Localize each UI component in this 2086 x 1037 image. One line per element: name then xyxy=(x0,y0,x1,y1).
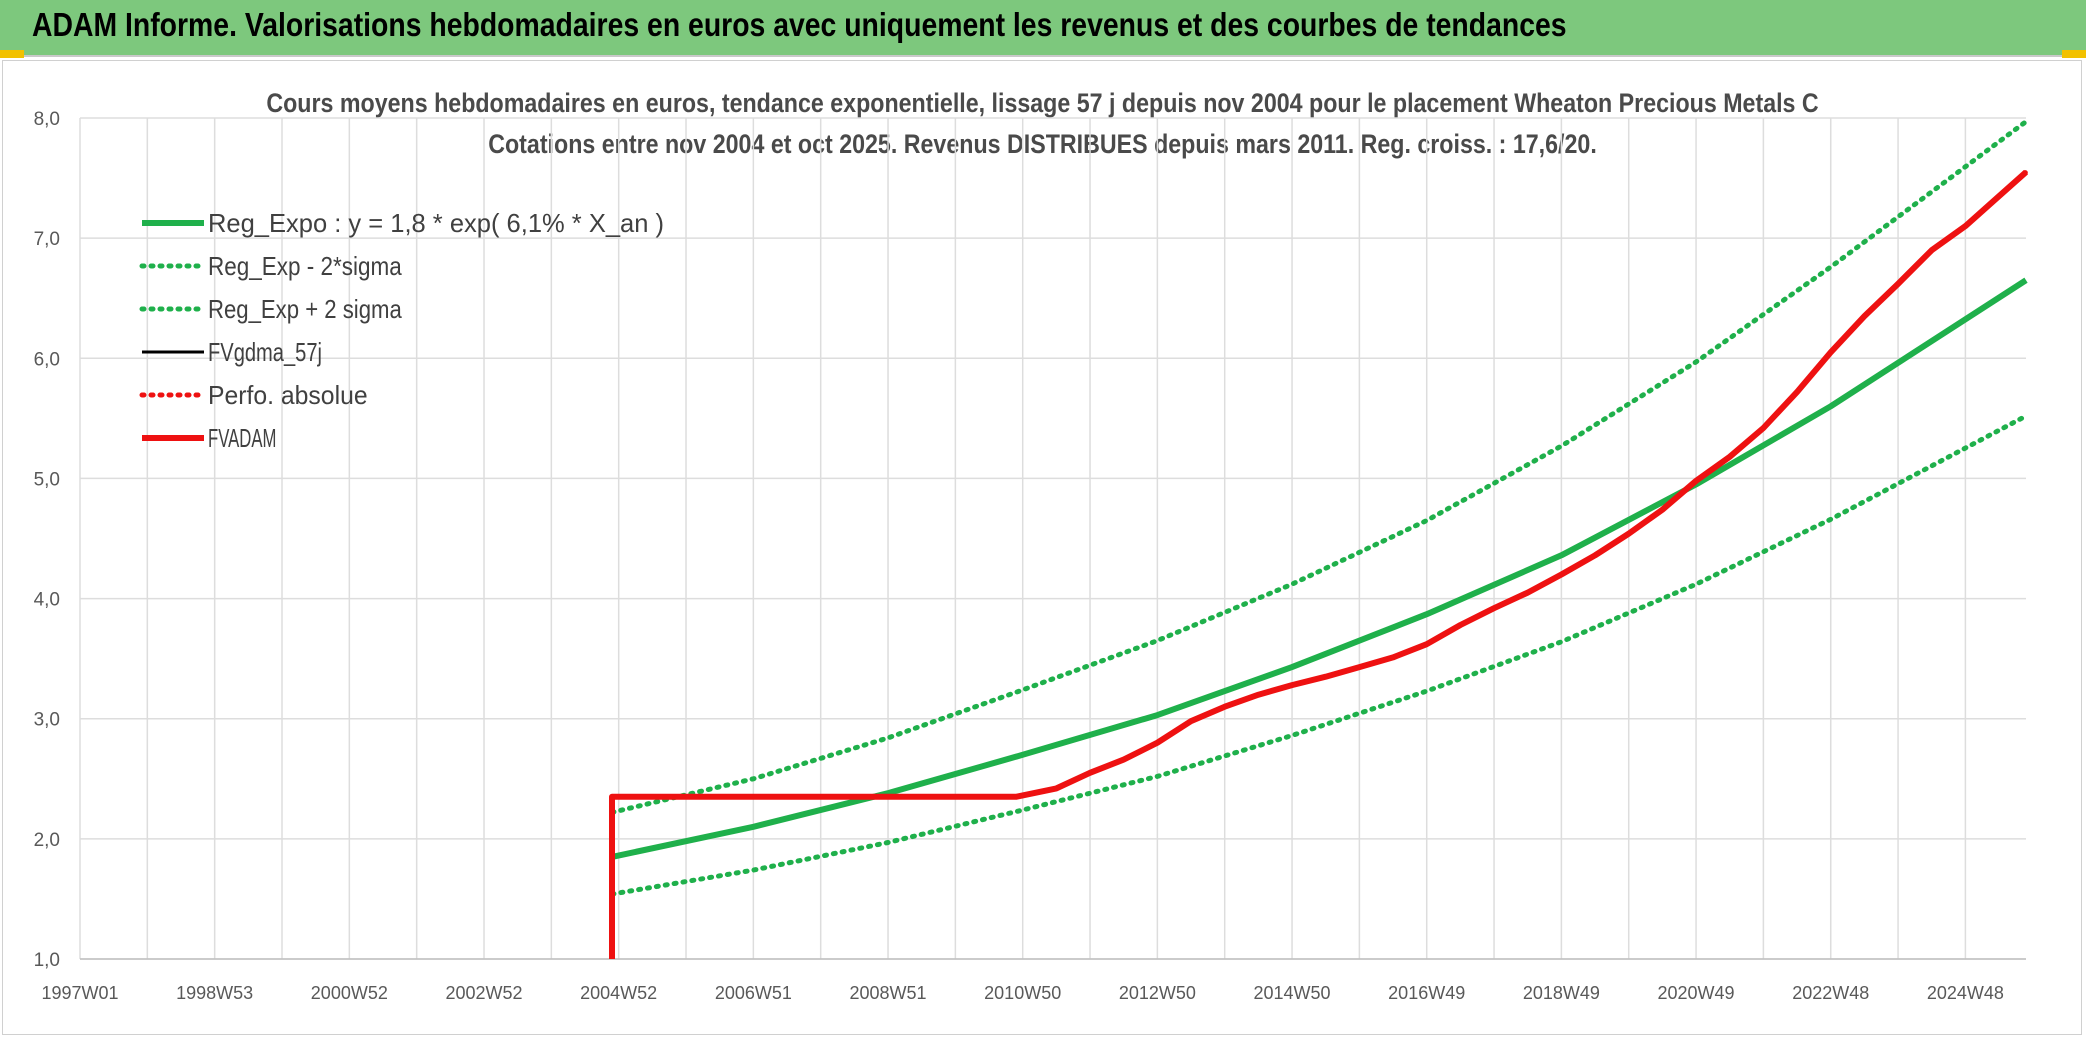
x-tick-label: 2014W50 xyxy=(1254,983,1331,1003)
y-tick-label: 5,0 xyxy=(34,469,60,490)
x-tick-label: 2008W51 xyxy=(849,983,926,1003)
x-tick-label: 2018W49 xyxy=(1523,983,1600,1003)
series-line-2 xyxy=(609,119,2029,815)
x-tick-label: 1997W01 xyxy=(41,983,118,1003)
chart-subtitle-text: Cotations entre nov 2004 et oct 2025. Re… xyxy=(488,129,1598,159)
x-tick-label: 2002W52 xyxy=(445,983,522,1003)
chart-subtitle: Cotations entre nov 2004 et oct 2025. Re… xyxy=(0,129,2086,160)
y-tick-label: 8,0 xyxy=(34,109,60,130)
y-tick-label: 6,0 xyxy=(34,349,60,370)
x-tick-label: 2004W52 xyxy=(580,983,657,1003)
y-tick-label: 3,0 xyxy=(34,710,60,731)
series-line-5 xyxy=(609,169,2028,959)
y-tick-label: 1,0 xyxy=(34,950,60,971)
x-tick-label: 2022W48 xyxy=(1792,983,1869,1003)
y-tick-label: 7,0 xyxy=(34,229,60,250)
chart-title: Cours moyens hebdomadaires en euros, ten… xyxy=(0,88,2086,119)
x-tick-label: 2006W51 xyxy=(715,983,792,1003)
x-tick-label: 2000W52 xyxy=(311,983,388,1003)
series-line-1 xyxy=(609,413,2029,897)
banner-title: ADAM Informe. Valorisations hebdomadaire… xyxy=(32,6,1567,43)
series-line-0 xyxy=(611,277,2028,860)
x-tick-label: 2012W50 xyxy=(1119,983,1196,1003)
legend-label: Reg_Exp + 2 sigma xyxy=(208,294,402,324)
x-tick-label: 1998W53 xyxy=(176,983,253,1003)
series-line-4 xyxy=(609,169,2029,800)
series-line-3 xyxy=(612,170,2027,799)
x-tick-label: 2010W50 xyxy=(984,983,1061,1003)
banner-right-marker xyxy=(2062,50,2086,58)
y-tick-label: 4,0 xyxy=(34,590,60,611)
x-tick-label: 2020W49 xyxy=(1658,983,1735,1003)
legend-label: Reg_Exp - 2*sigma xyxy=(208,251,402,281)
banner-left-marker xyxy=(0,50,24,58)
banner: ADAM Informe. Valorisations hebdomadaire… xyxy=(0,0,2086,58)
x-tick-label: 2024W48 xyxy=(1927,983,2004,1003)
legend-label: FVgdma_57j xyxy=(208,337,322,367)
legend-label: FVADAM xyxy=(208,423,276,453)
legend-label: Reg_Expo : y = 1,8 * exp( 6,1% * X_an ) xyxy=(208,208,664,238)
y-tick-label: 2,0 xyxy=(34,830,60,851)
x-tick-label: 2016W49 xyxy=(1388,983,1465,1003)
legend-label: Perfo. absolue xyxy=(208,380,368,410)
chart-title-text: Cours moyens hebdomadaires en euros, ten… xyxy=(266,88,1820,118)
